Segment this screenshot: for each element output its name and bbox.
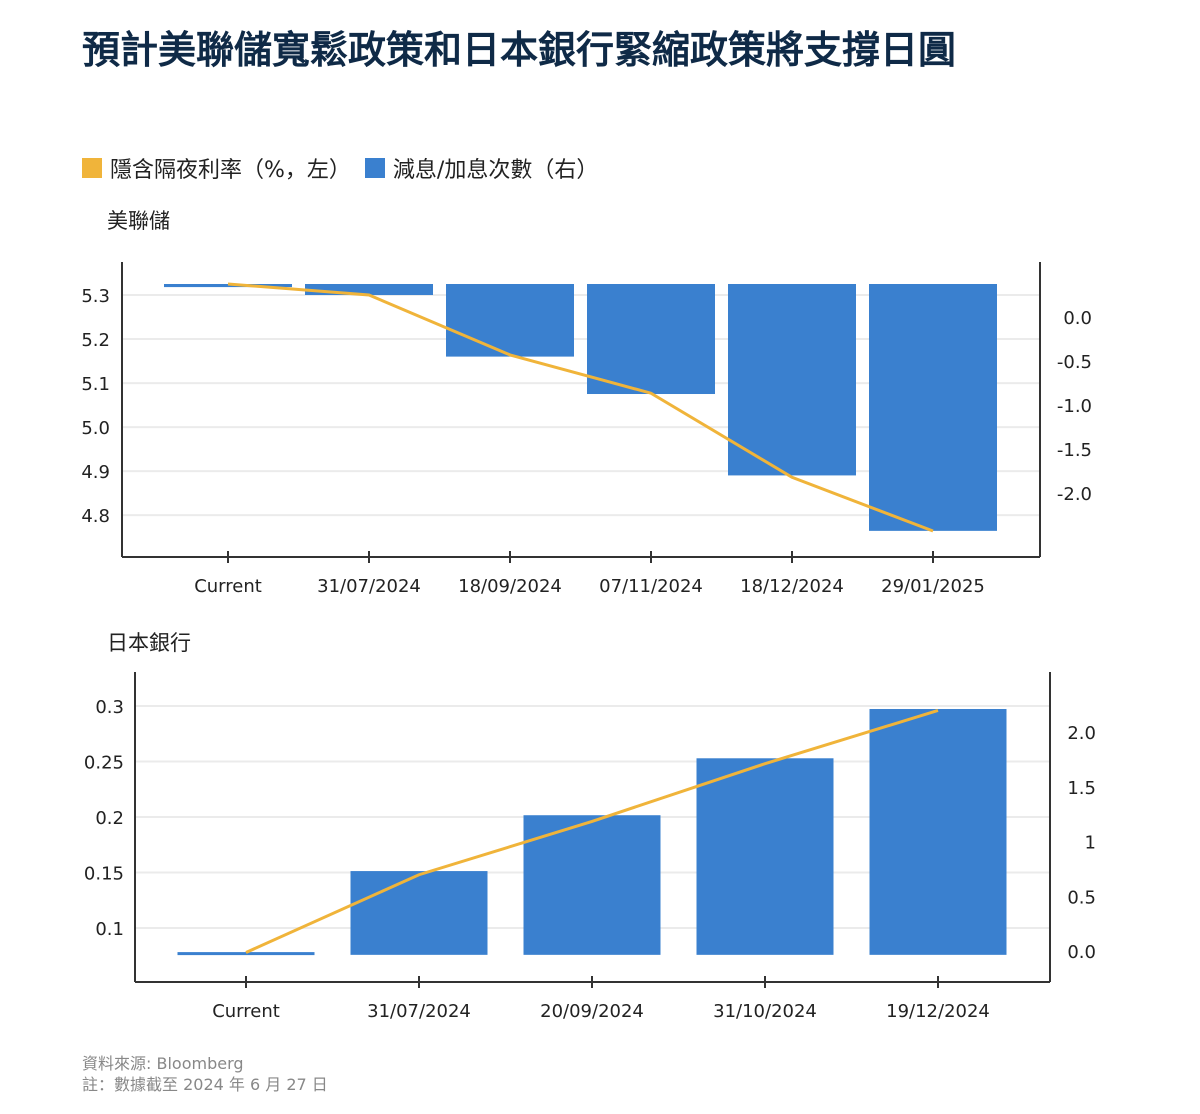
- bar-Current: [177, 952, 315, 956]
- bar-20/09/2024: [523, 815, 661, 955]
- bar-18/12/2024: [728, 284, 856, 476]
- left-tick-label: 5.0: [81, 418, 110, 439]
- right-tick-label: 2.0: [1067, 723, 1096, 744]
- legend-swatch-rate: [82, 158, 102, 178]
- x-tick-label: 20/09/2024: [540, 1001, 644, 1022]
- subtitle-boj: 日本銀行: [107, 631, 191, 655]
- legend-label-rate: 隱含隔夜利率（%，左）: [110, 158, 351, 183]
- x-tick-label: 31/10/2024: [713, 1001, 817, 1022]
- x-tick-label: Current: [194, 576, 262, 597]
- source-text: 資料來源: Bloomberg: [82, 1054, 244, 1073]
- rate-line: [245, 708, 939, 954]
- left-tick-label: 0.15: [84, 864, 124, 885]
- boj-chart: 0.3 0.25 0.2 0.15 0.1 2.0 1.5 1 0.5 0.0 Current 31/…: [84, 672, 1096, 1022]
- legend-item-rate: 隱含隔夜利率（%，左）: [82, 152, 351, 184]
- left-tick-label: 4.8: [81, 506, 110, 527]
- right-tick-label: -2.0: [1057, 484, 1092, 505]
- chart-title: 預計美聯儲寬鬆政策和日本銀行緊縮政策將支撐日圓: [82, 28, 957, 72]
- right-tick-label: 0.0: [1067, 942, 1096, 963]
- rate-line: [227, 282, 934, 533]
- bar-Current: [164, 284, 292, 288]
- left-tick-label: 5.2: [81, 330, 110, 351]
- bar-31/07/2024: [305, 284, 433, 296]
- x-tick-label: 31/07/2024: [367, 1001, 471, 1022]
- legend-label-count: 減息/加息次數（右）: [392, 158, 599, 183]
- fed-chart: 5.3 5.2 5.1 5.0 4.9 4.8 0.0 -0.5 -1.0 -1.5 -2.0 Cur…: [81, 262, 1092, 597]
- x-tick-label: 31/07/2024: [317, 576, 421, 597]
- right-tick-label: 0.5: [1067, 887, 1096, 908]
- left-tick-label: 4.9: [81, 462, 110, 483]
- legend-swatch-count: [364, 158, 385, 178]
- right-tick-label: -0.5: [1057, 352, 1092, 373]
- legend: 隱含隔夜利率（%，左） 減息/加息次數（右）: [82, 152, 612, 184]
- left-tick-label: 0.25: [84, 752, 124, 773]
- left-tick-label: 0.2: [95, 808, 124, 829]
- bar-31/10/2024: [696, 758, 834, 955]
- right-tick-label: 1: [1085, 833, 1096, 854]
- note-text: 註：數據截至 2024 年 6 月 27 日: [82, 1075, 328, 1094]
- right-tick-label: -1.5: [1057, 440, 1092, 461]
- left-tick-label: 5.3: [81, 286, 110, 307]
- x-tick-label: 29/01/2025: [881, 576, 985, 597]
- right-tick-label: 1.5: [1067, 778, 1096, 799]
- x-tick-label: Current: [212, 1001, 280, 1022]
- x-tick-label: 07/11/2024: [599, 576, 703, 597]
- bar-29/01/2025: [869, 284, 997, 531]
- right-tick-label: 0.0: [1063, 308, 1092, 329]
- x-tick-label: 19/12/2024: [886, 1001, 990, 1022]
- legend-item-count: 減息/加息次數（右）: [364, 152, 599, 184]
- bar-07/11/2024: [587, 284, 715, 395]
- subtitle-fed: 美聯儲: [107, 209, 170, 233]
- right-tick-label: -1.0: [1057, 396, 1092, 417]
- x-tick-label: 18/12/2024: [740, 576, 844, 597]
- bar-19/12/2024: [869, 709, 1007, 955]
- left-tick-label: 5.1: [81, 374, 110, 395]
- bar-18/09/2024: [446, 284, 574, 357]
- bar-31/07/2024: [350, 871, 488, 955]
- left-tick-label: 0.1: [95, 919, 124, 940]
- x-tick-label: 18/09/2024: [458, 576, 562, 597]
- left-tick-label: 0.3: [95, 697, 124, 718]
